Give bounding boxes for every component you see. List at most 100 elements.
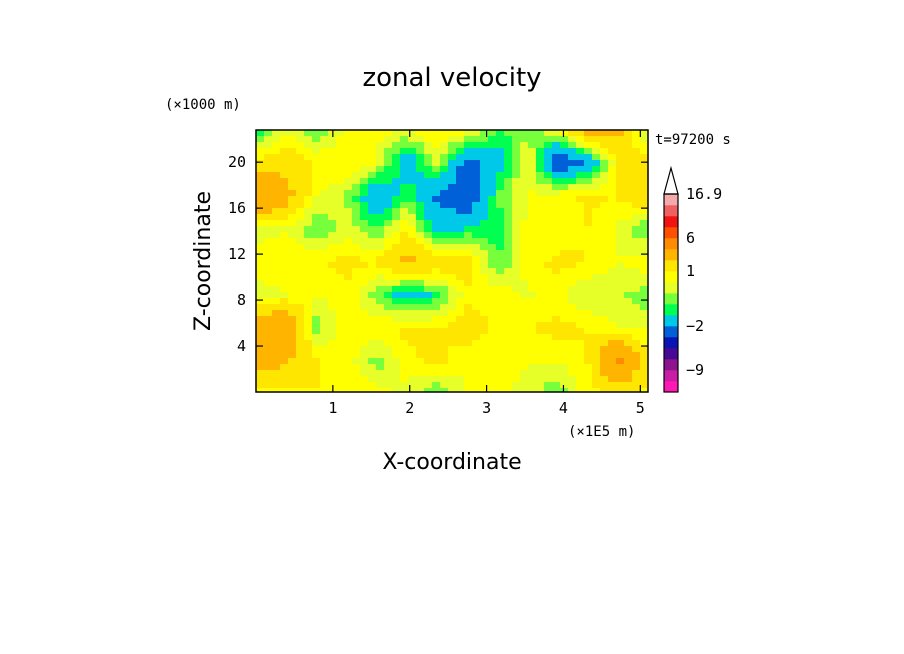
heatmap-cell bbox=[528, 148, 537, 155]
heatmap-cell bbox=[504, 316, 513, 323]
heatmap-cell bbox=[288, 214, 297, 221]
heatmap-cell bbox=[320, 196, 329, 203]
heatmap-cell bbox=[312, 184, 321, 191]
heatmap-cell bbox=[400, 184, 409, 191]
heatmap-cell bbox=[432, 376, 441, 383]
heatmap-cell bbox=[576, 136, 585, 143]
heatmap-cell bbox=[256, 256, 265, 263]
heatmap-cell bbox=[464, 244, 473, 251]
heatmap-cell bbox=[360, 130, 369, 137]
heatmap-cell bbox=[640, 298, 648, 305]
heatmap-cell bbox=[448, 250, 457, 257]
heatmap-cell bbox=[520, 280, 529, 287]
heatmap-cell bbox=[416, 388, 425, 392]
heatmap-cell bbox=[384, 142, 393, 149]
heatmap-cell bbox=[480, 262, 489, 269]
heatmap-cell bbox=[344, 172, 353, 179]
heatmap-cell bbox=[624, 334, 633, 341]
heatmap-cell bbox=[416, 208, 425, 215]
heatmap-cell bbox=[608, 208, 617, 215]
heatmap-cell bbox=[408, 148, 417, 155]
heatmap-cell bbox=[400, 388, 409, 392]
heatmap-cell bbox=[280, 346, 289, 353]
heatmap-cell bbox=[392, 208, 401, 215]
heatmap-cell bbox=[552, 364, 561, 371]
heatmap-cell bbox=[464, 286, 473, 293]
heatmap-cell bbox=[640, 358, 648, 365]
heatmap-cell bbox=[304, 130, 313, 137]
heatmap-cell bbox=[632, 256, 641, 263]
heatmap-cell bbox=[256, 142, 265, 149]
heatmap-cell bbox=[536, 310, 545, 317]
heatmap-cell bbox=[616, 160, 625, 167]
heatmap-cell bbox=[280, 208, 289, 215]
heatmap-cell bbox=[624, 268, 633, 275]
heatmap-cell bbox=[488, 262, 497, 269]
heatmap-cell bbox=[512, 388, 521, 392]
heatmap-cell bbox=[568, 190, 577, 197]
heatmap-cell bbox=[488, 370, 497, 377]
heatmap-cell bbox=[304, 136, 313, 143]
x-tick-label: 1 bbox=[328, 399, 337, 417]
heatmap-cell bbox=[608, 298, 617, 305]
heatmap-cell bbox=[632, 262, 641, 269]
heatmap-cell bbox=[496, 376, 505, 383]
heatmap-cell bbox=[584, 196, 593, 203]
heatmap-cell bbox=[344, 268, 353, 275]
heatmap-cell bbox=[552, 268, 561, 275]
heatmap-cell bbox=[296, 214, 305, 221]
heatmap-cell bbox=[352, 130, 361, 137]
heatmap-cell bbox=[448, 340, 457, 347]
heatmap-cell bbox=[560, 346, 569, 353]
heatmap-cell bbox=[600, 310, 609, 317]
heatmap-cell bbox=[536, 274, 545, 281]
heatmap-cell bbox=[256, 262, 265, 269]
heatmap-cell bbox=[520, 208, 529, 215]
heatmap-cell bbox=[640, 160, 648, 167]
heatmap-cell bbox=[256, 148, 265, 155]
colorbar-tick-label: −2 bbox=[686, 317, 704, 335]
heatmap-cell bbox=[296, 334, 305, 341]
heatmap-cell bbox=[528, 280, 537, 287]
heatmap-cell bbox=[416, 298, 425, 305]
heatmap-cell bbox=[256, 286, 265, 293]
heatmap-cell bbox=[440, 382, 449, 389]
heatmap-cell bbox=[392, 268, 401, 275]
colorbar-band bbox=[664, 381, 678, 393]
heatmap-cell bbox=[552, 292, 561, 299]
heatmap-cell bbox=[336, 328, 345, 335]
heatmap-cell bbox=[520, 226, 529, 233]
heatmap-cell bbox=[376, 358, 385, 365]
heatmap-cell bbox=[280, 274, 289, 281]
heatmap-cell bbox=[464, 376, 473, 383]
heatmap-cell bbox=[304, 274, 313, 281]
heatmap-cell bbox=[472, 322, 481, 329]
heatmap-cell bbox=[328, 364, 337, 371]
heatmap-cell bbox=[296, 310, 305, 317]
heatmap-cell bbox=[624, 136, 633, 143]
heatmap-cell bbox=[576, 178, 585, 185]
heatmap-cell bbox=[576, 244, 585, 251]
heatmap-cell bbox=[480, 316, 489, 323]
heatmap-cell bbox=[512, 310, 521, 317]
heatmap-cell bbox=[408, 154, 417, 161]
heatmap-cell bbox=[504, 238, 513, 245]
heatmap-cell bbox=[384, 262, 393, 269]
heatmap-cell bbox=[424, 160, 433, 167]
heatmap-cell bbox=[616, 256, 625, 263]
heatmap-cell bbox=[288, 130, 297, 137]
heatmap-cell bbox=[280, 244, 289, 251]
heatmap-cell bbox=[272, 268, 281, 275]
heatmap-cell bbox=[400, 220, 409, 227]
heatmap-cell bbox=[400, 376, 409, 383]
heatmap-cell bbox=[488, 316, 497, 323]
heatmap-cell bbox=[600, 256, 609, 263]
heatmap-cell bbox=[568, 346, 577, 353]
heatmap-cell bbox=[416, 196, 425, 203]
heatmap-cell bbox=[296, 262, 305, 269]
heatmap-cell bbox=[496, 328, 505, 335]
heatmap-cell bbox=[504, 364, 513, 371]
heatmap-cell bbox=[448, 274, 457, 281]
heatmap-cell bbox=[640, 190, 648, 197]
heatmap-cell bbox=[256, 334, 265, 341]
